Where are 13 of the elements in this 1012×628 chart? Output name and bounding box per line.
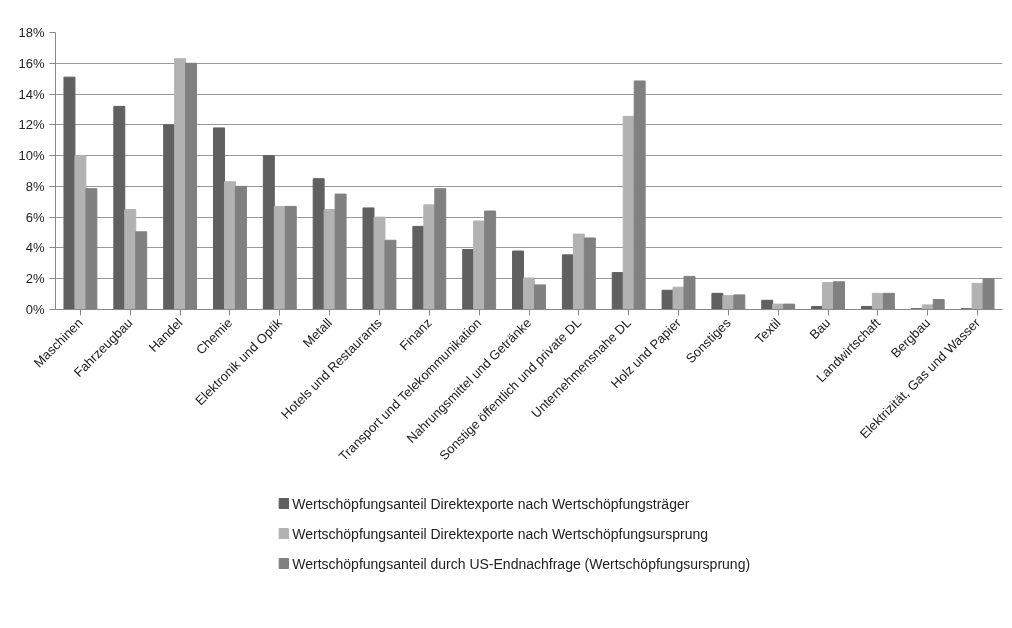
y-tick-label: 2% (25, 271, 45, 287)
y-tick-label: 14% (18, 86, 45, 102)
y-tick-label: 0% (25, 302, 45, 317)
y-tick-label: 10% (18, 148, 45, 164)
legend-label: Wertschöpfungsanteil Direktexporte nach Wertschöpfungsursprung (292, 525, 709, 542)
y-tick-label: 18% (18, 25, 45, 40)
y-tick-label: 6% (25, 209, 45, 225)
y-tick-label: 16% (18, 55, 45, 71)
legend-label: Wertschöpfungsanteil durch US-Endnachfrage (Wertschöpfungsursprung) (292, 555, 751, 572)
y-tick-label: 8% (25, 178, 45, 194)
legend-label: Wertschöpfungsanteil Direktexporte nach Wertschöpfungsträger (292, 495, 690, 512)
y-tick-label: 12% (18, 117, 45, 133)
y-tick-label: 4% (25, 240, 45, 256)
